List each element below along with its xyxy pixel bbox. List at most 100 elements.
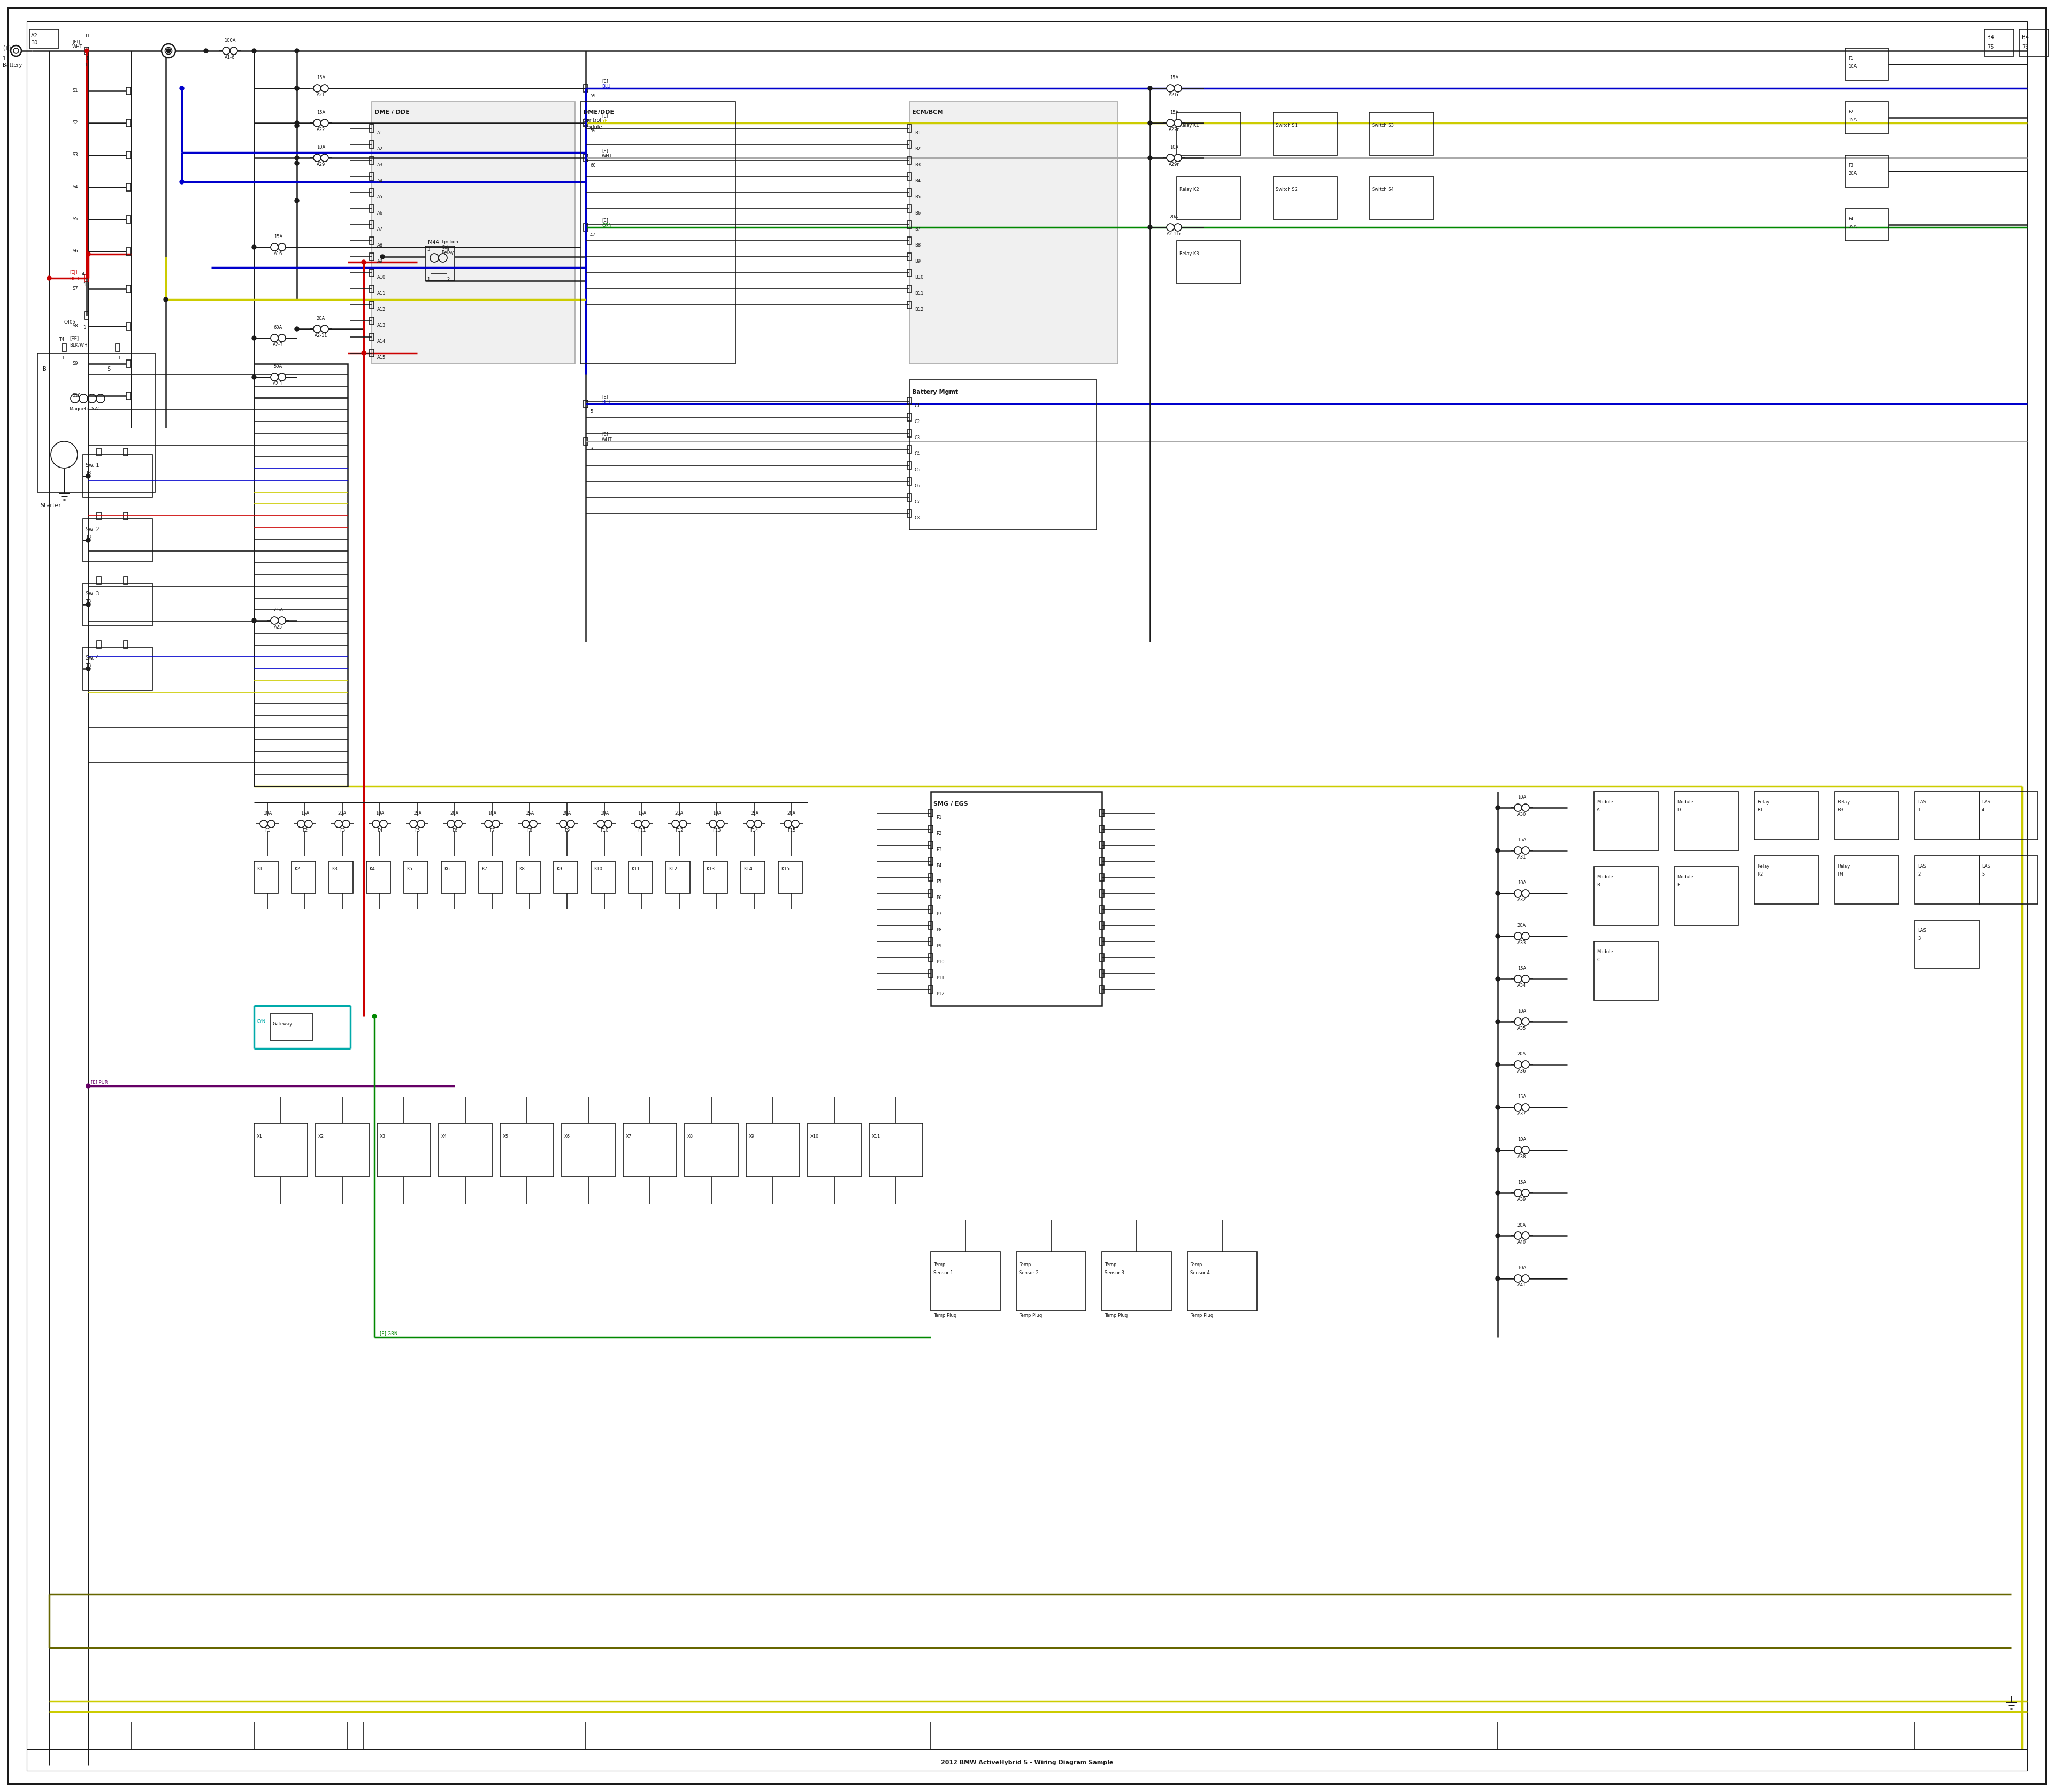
Circle shape (635, 821, 641, 828)
Circle shape (1175, 224, 1181, 231)
Bar (1844, 48, 1888, 81)
Text: S10: S10 (72, 392, 80, 398)
Text: F2: F2 (302, 828, 308, 833)
Text: X1: X1 (257, 1134, 263, 1140)
Bar (561, 1124, 614, 1177)
Circle shape (1495, 1020, 1499, 1023)
Circle shape (294, 199, 300, 202)
Bar (1099, 873, 1105, 882)
Text: 1: 1 (117, 357, 121, 360)
Bar (1594, 941, 1658, 1000)
Bar (746, 1124, 799, 1177)
Bar (82, 647, 152, 690)
Bar (370, 285, 374, 292)
Text: A41: A41 (1518, 1283, 1526, 1288)
Circle shape (277, 335, 286, 342)
Circle shape (1522, 1231, 1530, 1240)
Circle shape (320, 120, 329, 127)
Bar (440, 1124, 493, 1177)
Bar (928, 937, 933, 944)
Text: P4: P4 (937, 864, 941, 867)
Text: Temp Plug: Temp Plug (1019, 1314, 1041, 1319)
Bar (1834, 792, 1898, 840)
Text: 10A: 10A (1518, 1009, 1526, 1014)
Bar (1177, 240, 1241, 283)
Text: Sensor 3: Sensor 3 (1105, 1271, 1124, 1276)
Text: P7: P7 (937, 912, 941, 916)
Text: Module: Module (1676, 799, 1692, 805)
Circle shape (343, 821, 349, 828)
Text: K6: K6 (444, 867, 450, 871)
Circle shape (417, 821, 425, 828)
Bar (928, 826, 933, 833)
Circle shape (253, 246, 257, 249)
Text: [E]: [E] (602, 79, 608, 84)
Text: B3: B3 (914, 163, 920, 167)
Text: Switch S1: Switch S1 (1276, 124, 1298, 127)
Circle shape (372, 821, 380, 828)
Text: K12: K12 (670, 867, 678, 871)
Bar (1844, 156, 1888, 186)
Bar (908, 172, 912, 181)
Text: F14: F14 (750, 828, 758, 833)
Text: K3: K3 (331, 867, 337, 871)
Circle shape (754, 821, 762, 828)
Text: A2-11: A2-11 (314, 333, 327, 339)
Circle shape (162, 43, 175, 57)
Text: B4: B4 (2021, 34, 2029, 39)
Text: F3: F3 (339, 828, 345, 833)
Text: 3: 3 (1918, 935, 1920, 941)
Bar (1370, 113, 1434, 156)
Text: 20A: 20A (339, 812, 347, 815)
Bar (581, 102, 735, 364)
Text: Relay: Relay (442, 251, 454, 254)
Bar (629, 862, 653, 894)
Circle shape (1148, 156, 1152, 159)
Bar (583, 400, 587, 407)
Text: K13: K13 (707, 867, 715, 871)
Bar (370, 188, 374, 197)
Circle shape (271, 616, 277, 624)
Text: Relay K1: Relay K1 (1179, 124, 1200, 127)
Bar (1099, 986, 1105, 993)
Circle shape (294, 86, 300, 90)
Circle shape (164, 47, 173, 54)
Circle shape (203, 48, 207, 54)
Text: Sw. 4: Sw. 4 (86, 656, 99, 661)
Text: 42: 42 (589, 233, 596, 238)
Text: K9: K9 (557, 867, 563, 871)
Circle shape (567, 821, 575, 828)
Bar (1674, 867, 1738, 925)
Circle shape (320, 324, 329, 333)
Text: Control: Control (583, 118, 602, 124)
Text: [E]: [E] (602, 394, 608, 400)
Circle shape (277, 616, 286, 624)
Circle shape (1148, 86, 1152, 90)
Text: A: A (1596, 808, 1600, 812)
Text: 20A: 20A (1518, 923, 1526, 928)
Text: T4: T4 (60, 337, 64, 342)
Bar (908, 430, 912, 437)
Circle shape (1514, 1061, 1522, 1068)
Text: A15: A15 (378, 355, 386, 360)
Bar (370, 301, 374, 308)
Circle shape (294, 48, 300, 54)
Bar (928, 969, 933, 977)
Bar (125, 88, 131, 95)
Bar (125, 247, 131, 254)
Text: B5: B5 (914, 195, 920, 199)
Circle shape (1514, 1190, 1522, 1197)
Text: 30: 30 (31, 39, 37, 45)
Bar (908, 462, 912, 470)
Circle shape (271, 335, 277, 342)
Circle shape (559, 821, 567, 828)
Bar (908, 220, 912, 228)
Circle shape (1522, 889, 1530, 898)
Text: 5: 5 (589, 409, 594, 414)
Text: [EI]: [EI] (72, 39, 80, 43)
Text: 3: 3 (427, 247, 429, 253)
Bar (366, 862, 390, 894)
Circle shape (680, 821, 686, 828)
Circle shape (86, 1084, 90, 1088)
Text: C5: C5 (914, 468, 920, 473)
